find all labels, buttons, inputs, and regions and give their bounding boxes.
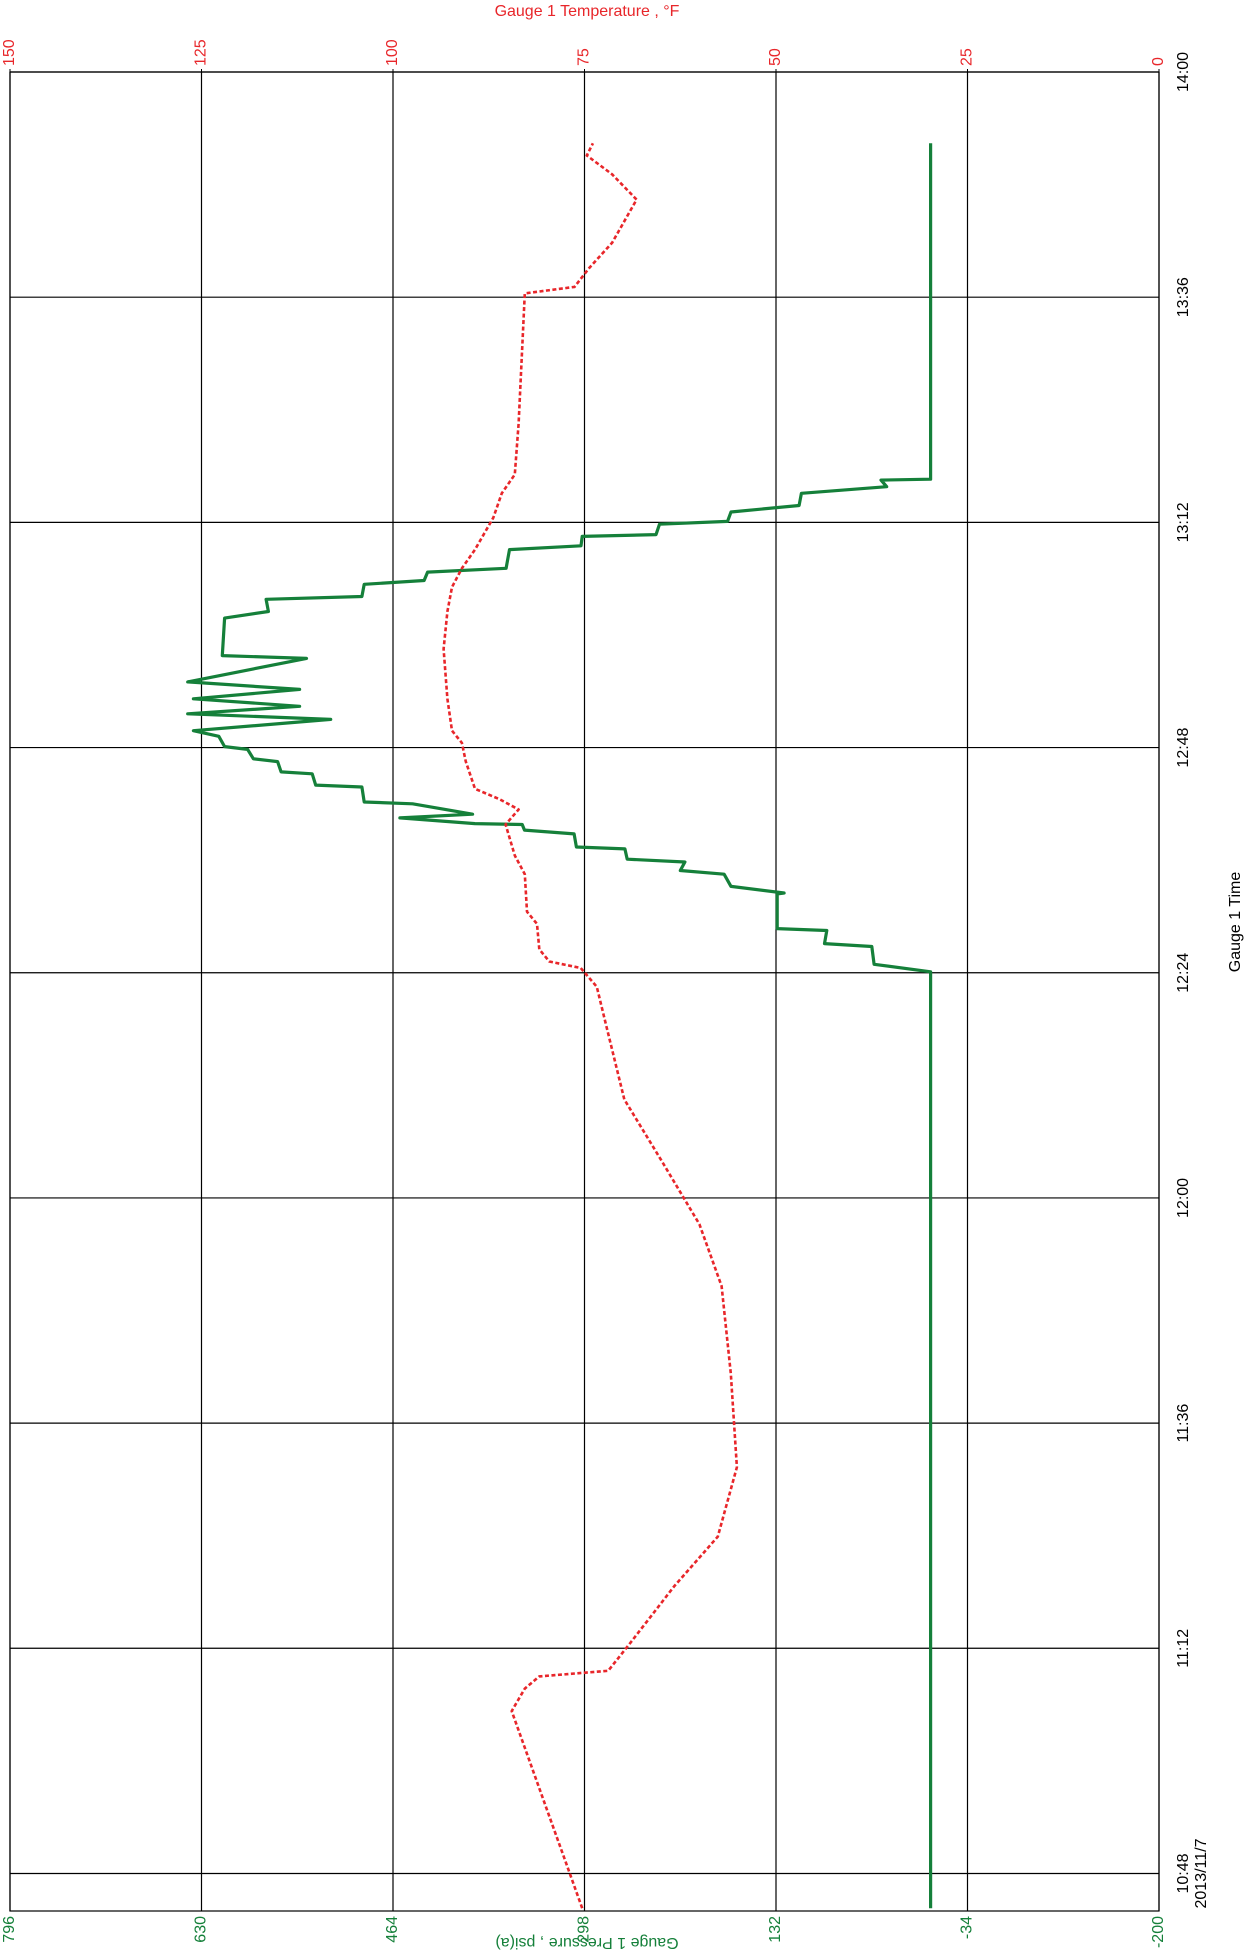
y-axis-title: Gauge 1 Pressure , psi(a) <box>495 1934 678 1951</box>
x-tick-label: 13:12 <box>1175 502 1192 542</box>
y-tick-label: 132 <box>767 1916 784 1943</box>
x-tick-label: 12:48 <box>1175 727 1192 767</box>
x-tick-label: 11:36 <box>1175 1404 1192 1443</box>
y-tick-label: 298 <box>576 1916 593 1943</box>
x-axis-title: Gauge 1 Time <box>1227 872 1244 973</box>
y2-tick-label: 50 <box>767 48 784 66</box>
y2-tick-label: 100 <box>384 39 401 66</box>
y2-tick-label: 0 <box>1150 57 1167 66</box>
x-date-label: 2013/11/7 <box>1193 1838 1210 1908</box>
x-tick-label: 13:36 <box>1175 277 1192 317</box>
series-line <box>186 143 933 1909</box>
y2-tick-label: 150 <box>1 39 18 66</box>
rotated-chart: Gauge 1 Time Gauge 1 Pressure , psi(a) G… <box>1 3 1244 1951</box>
y-tick-label: 630 <box>193 1916 210 1943</box>
y-tick-label: -200 <box>1150 1916 1167 1948</box>
y-tick-label: 796 <box>1 1916 18 1943</box>
x-tick-label: 11:12 <box>1175 1629 1192 1668</box>
x-tick-label: 10:48 <box>1175 1853 1192 1893</box>
y-tick-label: -34 <box>959 1916 976 1939</box>
y2-tick-label: 75 <box>576 48 593 66</box>
y2-tick-label: 25 <box>959 48 976 66</box>
x-tick-label: 12:24 <box>1175 953 1192 993</box>
x-tick-label: 14:00 <box>1175 52 1192 92</box>
x-tick-label: 12:00 <box>1175 1178 1192 1218</box>
y2-axis-title: Gauge 1 Temperature , °F <box>495 3 680 20</box>
y2-tick-label: 125 <box>193 39 210 66</box>
y-tick-label: 464 <box>384 1916 401 1943</box>
